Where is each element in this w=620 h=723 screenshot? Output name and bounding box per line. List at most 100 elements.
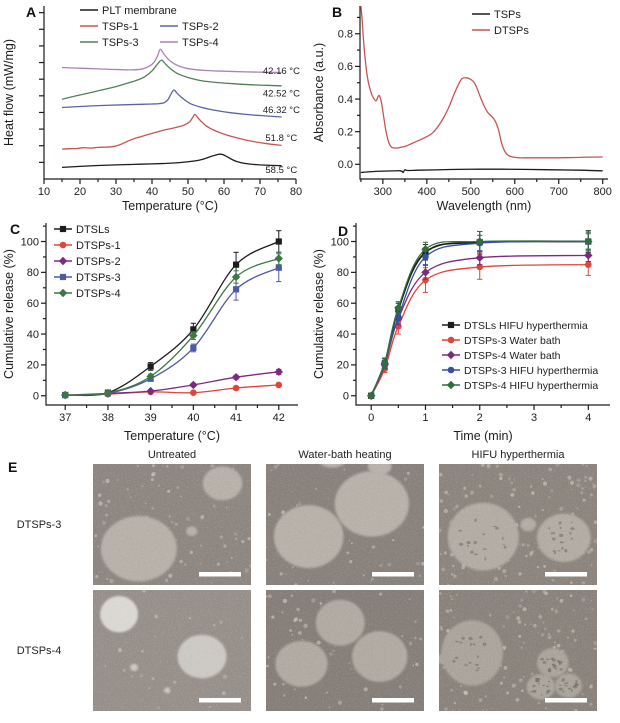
series-tsps-3-line: [61, 59, 282, 100]
svg-text:20: 20: [337, 360, 349, 372]
y-axis-label: Heat flow (mW/mg): [2, 39, 16, 146]
tem-row-label-dtsps-3: DTSPs-3: [16, 518, 62, 531]
y-axis-label: Cumulative release (%): [312, 249, 326, 379]
svg-text:37: 37: [59, 412, 71, 424]
axis-labels: Temperature (°C) Heat flow (mW/mg): [2, 39, 218, 213]
x-axis-label: Temperature (°C): [122, 199, 218, 213]
svg-text:40: 40: [187, 412, 199, 424]
series-dtsps-3-markers: [62, 264, 282, 399]
legend-label: TSPs: [494, 9, 521, 21]
svg-text:800: 800: [594, 186, 612, 198]
svg-text:0.2: 0.2: [338, 126, 353, 138]
tem-column-header-hifu: HIFU hyperthermia: [471, 449, 565, 461]
svg-text:0: 0: [368, 412, 374, 424]
tick-labels: 10 20 30 40 50 60 70 80: [38, 186, 302, 198]
panel-c-label: C: [10, 221, 21, 237]
axes: [39, 6, 297, 184]
legend-label: TSPs-2: [182, 21, 219, 33]
svg-text:100: 100: [331, 236, 349, 248]
scale-bar: [372, 572, 414, 577]
svg-text:39: 39: [145, 412, 157, 424]
series-dtsps-1-markers: [61, 381, 283, 399]
scale-bar: [545, 572, 587, 577]
noise-dark: [93, 590, 251, 711]
svg-text:42: 42: [273, 412, 285, 424]
noise-dark: [266, 464, 424, 585]
x-axis-label: Temperature (°C): [124, 429, 220, 443]
scale-bar: [545, 698, 587, 703]
svg-text:500: 500: [462, 186, 480, 198]
panel-a: A 10 20 30 40 50 60 70 80 Temperature (°C) Heat f…: [0, 0, 310, 215]
svg-text:100: 100: [21, 236, 39, 248]
svg-text:400: 400: [418, 186, 436, 198]
tem-grid: Untreated Water-bath heating HIFU hypert…: [0, 449, 620, 716]
scale-bar: [199, 572, 241, 577]
panel-d: D 0 1 2 3 4 0 20 40 60 80 100 Time (min) Cumulative …: [310, 215, 620, 445]
panel-e: E Untreated Water-bath heating HIFU hype…: [0, 447, 620, 723]
svg-text:50: 50: [182, 186, 194, 198]
x-axis-label: Time (min): [453, 429, 512, 443]
x-axis-label: Wavelength (nm): [437, 199, 532, 213]
legend-label: DTSPs: [494, 25, 529, 37]
svg-text:38: 38: [102, 412, 114, 424]
noise-dark: [266, 590, 424, 711]
legend: DTSLs DTSPs-1 DTSPs-2 DTSPs-3 DTSPs-4: [54, 224, 121, 300]
legend-label: DTSPs-3 HIFU hyperthermia: [464, 365, 598, 377]
tick-labels: 37 38 39 40 41 42 0 20 40 60 80 100: [21, 236, 285, 424]
svg-text:60: 60: [27, 298, 39, 310]
series-dtsps-2-line: [65, 371, 279, 396]
tick-labels: 300 400 500 600 700 800 0.0 0.2 0.4 0.6 0.8: [338, 29, 612, 198]
series-tsps-line: [360, 168, 603, 174]
series-plt-membrane-line: [61, 153, 282, 169]
svg-text:0.6: 0.6: [338, 61, 353, 73]
scale-bar: [372, 698, 414, 703]
svg-text:0: 0: [343, 391, 349, 403]
panel-b: B 300 400 500 600 700 800 0.0 0.2 0.4 0.6 0.8 Wavel…: [310, 0, 620, 215]
legend-label: DTSPs-3: [76, 272, 121, 284]
axes: [355, 6, 608, 184]
y-axis-label: Absorbance (a.u.): [312, 43, 326, 142]
annotation: 58.5 °C: [265, 165, 297, 176]
legend-label: PLT membrane: [102, 5, 177, 17]
svg-text:0: 0: [33, 391, 39, 403]
tem-column-header-untreated: Untreated: [147, 449, 197, 461]
tem-image-dtsps3-water-bath: [266, 464, 424, 585]
svg-text:300: 300: [374, 186, 392, 198]
axis-labels: Wavelength (nm) Absorbance (a.u.): [312, 43, 531, 213]
annotation: 42.16 °C: [263, 66, 300, 77]
svg-text:70: 70: [254, 186, 266, 198]
svg-text:600: 600: [506, 186, 524, 198]
axes: [351, 223, 610, 410]
svg-text:20: 20: [27, 360, 39, 372]
svg-text:60: 60: [218, 186, 230, 198]
legend-label: TSPs-3: [102, 37, 139, 49]
legend-label: DTSPs-4 HIFU hyperthermia: [464, 380, 598, 392]
tem-image-dtsps4-hifu: [439, 590, 597, 711]
legend-label: TSPs-1: [102, 21, 139, 33]
axis-labels: Time (min) Cumulative release (%): [312, 249, 513, 443]
scale-bar: [199, 698, 241, 703]
legend-label: DTSPs-3 Water bath: [464, 335, 561, 347]
svg-text:0.0: 0.0: [338, 159, 353, 171]
legend-label: DTSPs-4 Water bath: [464, 350, 561, 362]
axis-labels: Temperature (°C) Cumulative release (%): [2, 249, 220, 443]
panel-d-label: D: [338, 223, 349, 239]
axes: [41, 223, 298, 410]
annotation: 46.32 °C: [263, 105, 300, 116]
panel-e-label: E: [8, 459, 18, 475]
svg-text:40: 40: [27, 329, 39, 341]
tem-column-header-water-bath: Water-bath heating: [298, 449, 392, 461]
svg-text:4: 4: [585, 412, 591, 424]
svg-text:20: 20: [74, 186, 86, 198]
svg-text:80: 80: [290, 186, 302, 198]
noise-dark: [439, 464, 597, 585]
legend-label: TSPs-4: [182, 37, 219, 49]
noise-dark: [93, 464, 251, 585]
svg-text:60: 60: [337, 298, 349, 310]
svg-text:41: 41: [230, 412, 242, 424]
legend: TSPs DTSPs: [472, 9, 529, 37]
svg-text:1: 1: [422, 412, 428, 424]
